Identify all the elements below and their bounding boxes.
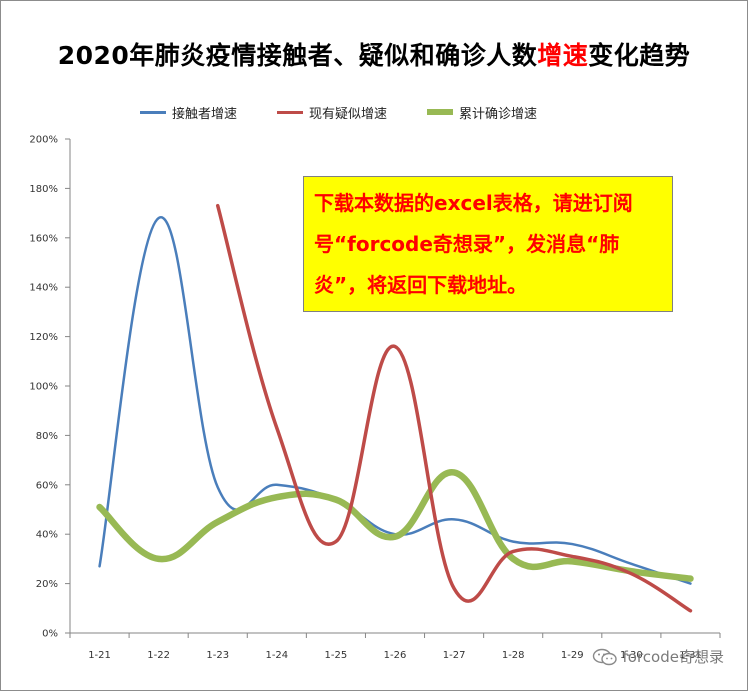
- watermark: forcode奇想录: [592, 646, 724, 667]
- x-tick-label: 1-25: [325, 650, 348, 661]
- x-tick-label: 1-21: [88, 650, 111, 661]
- legend-label-confirmed: 累计确诊增速: [459, 106, 538, 122]
- chart-title-highlight: 增速: [537, 41, 589, 70]
- series-line-2: [96, 469, 694, 582]
- x-tick-label: 1-22: [147, 650, 170, 661]
- chart-legend: 接触者增速 现有疑似增速 累计确诊增速: [140, 102, 537, 122]
- legend-swatch-suspected: [277, 110, 304, 114]
- x-tick-label: 1-26: [384, 650, 407, 661]
- legend-item-contacts: 接触者增速: [140, 103, 237, 122]
- legend-label-suspected: 现有疑似增速: [309, 106, 388, 122]
- y-tick-label: 120%: [29, 332, 58, 343]
- x-tick-label: 1-28: [502, 650, 525, 661]
- legend-swatch-contacts: [140, 110, 166, 114]
- x-tick-label: 1-27: [443, 650, 466, 661]
- y-tick-label: 40%: [36, 530, 58, 541]
- watermark-text: forcode奇想录: [622, 648, 724, 666]
- x-tick-label: 1-29: [561, 650, 584, 661]
- y-tick-label: 80%: [36, 431, 58, 442]
- x-tick-label: 1-24: [265, 650, 288, 661]
- wechat-icon: [592, 648, 617, 665]
- x-tick-label: 1-31: [679, 650, 702, 661]
- legend-item-suspected: 现有疑似增速: [277, 103, 387, 122]
- y-tick-label: 100%: [29, 382, 58, 393]
- y-tick-label: 60%: [36, 480, 58, 491]
- y-tick-label: 140%: [29, 283, 58, 294]
- y-tick-label: 200%: [29, 135, 58, 146]
- legend-swatch-confirmed: [427, 109, 454, 115]
- series-line-1: [215, 203, 693, 613]
- x-tick-label: 1-30: [620, 650, 643, 661]
- legend-item-confirmed: 累计确诊增速: [427, 103, 537, 122]
- chart-title: 2020年肺炎疫情接触者、疑似和确诊人数增速变化趋势: [57, 41, 691, 70]
- download-notice: 下载本数据的excel表格，请进订阅号“forcode奇想录”，发消息“肺炎”，…: [303, 176, 673, 312]
- y-tick-label: 160%: [29, 233, 58, 244]
- y-tick-label: 0%: [42, 629, 58, 640]
- y-tick-label: 20%: [36, 579, 58, 590]
- y-tick-label: 180%: [29, 184, 58, 195]
- legend-label-contacts: 接触者增速: [172, 106, 238, 122]
- x-tick-label: 1-23: [206, 650, 229, 661]
